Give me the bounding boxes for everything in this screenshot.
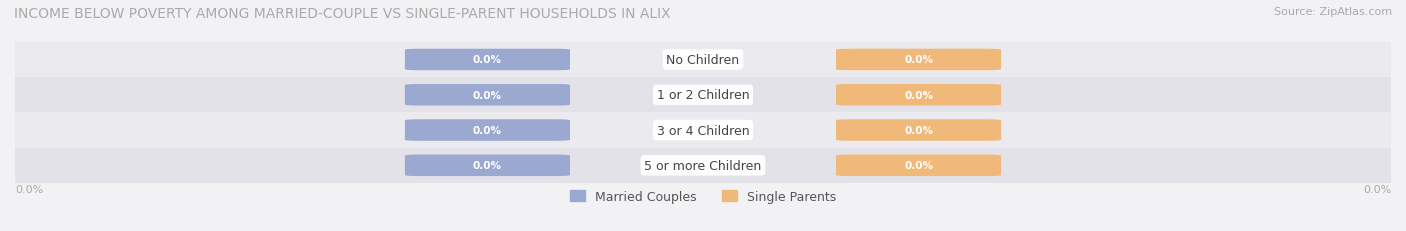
Text: 0.0%: 0.0% [472, 125, 502, 135]
FancyBboxPatch shape [837, 155, 1001, 176]
FancyBboxPatch shape [405, 49, 569, 71]
FancyBboxPatch shape [837, 49, 1001, 71]
FancyBboxPatch shape [15, 113, 1391, 148]
Text: 0.0%: 0.0% [472, 90, 502, 100]
FancyBboxPatch shape [837, 120, 1001, 141]
Text: INCOME BELOW POVERTY AMONG MARRIED-COUPLE VS SINGLE-PARENT HOUSEHOLDS IN ALIX: INCOME BELOW POVERTY AMONG MARRIED-COUPL… [14, 7, 671, 21]
FancyBboxPatch shape [15, 78, 1391, 113]
Text: 0.0%: 0.0% [904, 90, 934, 100]
Text: 0.0%: 0.0% [1362, 184, 1391, 194]
Text: 0.0%: 0.0% [904, 161, 934, 170]
Text: 0.0%: 0.0% [15, 184, 44, 194]
Text: 0.0%: 0.0% [904, 55, 934, 65]
FancyBboxPatch shape [15, 148, 1391, 183]
Text: 3 or 4 Children: 3 or 4 Children [657, 124, 749, 137]
Text: 0.0%: 0.0% [472, 55, 502, 65]
Text: 5 or more Children: 5 or more Children [644, 159, 762, 172]
Text: No Children: No Children [666, 54, 740, 67]
FancyBboxPatch shape [405, 120, 569, 141]
FancyBboxPatch shape [837, 85, 1001, 106]
Text: Source: ZipAtlas.com: Source: ZipAtlas.com [1274, 7, 1392, 17]
FancyBboxPatch shape [405, 85, 569, 106]
FancyBboxPatch shape [15, 43, 1391, 78]
Text: 1 or 2 Children: 1 or 2 Children [657, 89, 749, 102]
Text: 0.0%: 0.0% [904, 125, 934, 135]
FancyBboxPatch shape [405, 155, 569, 176]
Text: 0.0%: 0.0% [472, 161, 502, 170]
Legend: Married Couples, Single Parents: Married Couples, Single Parents [565, 185, 841, 208]
